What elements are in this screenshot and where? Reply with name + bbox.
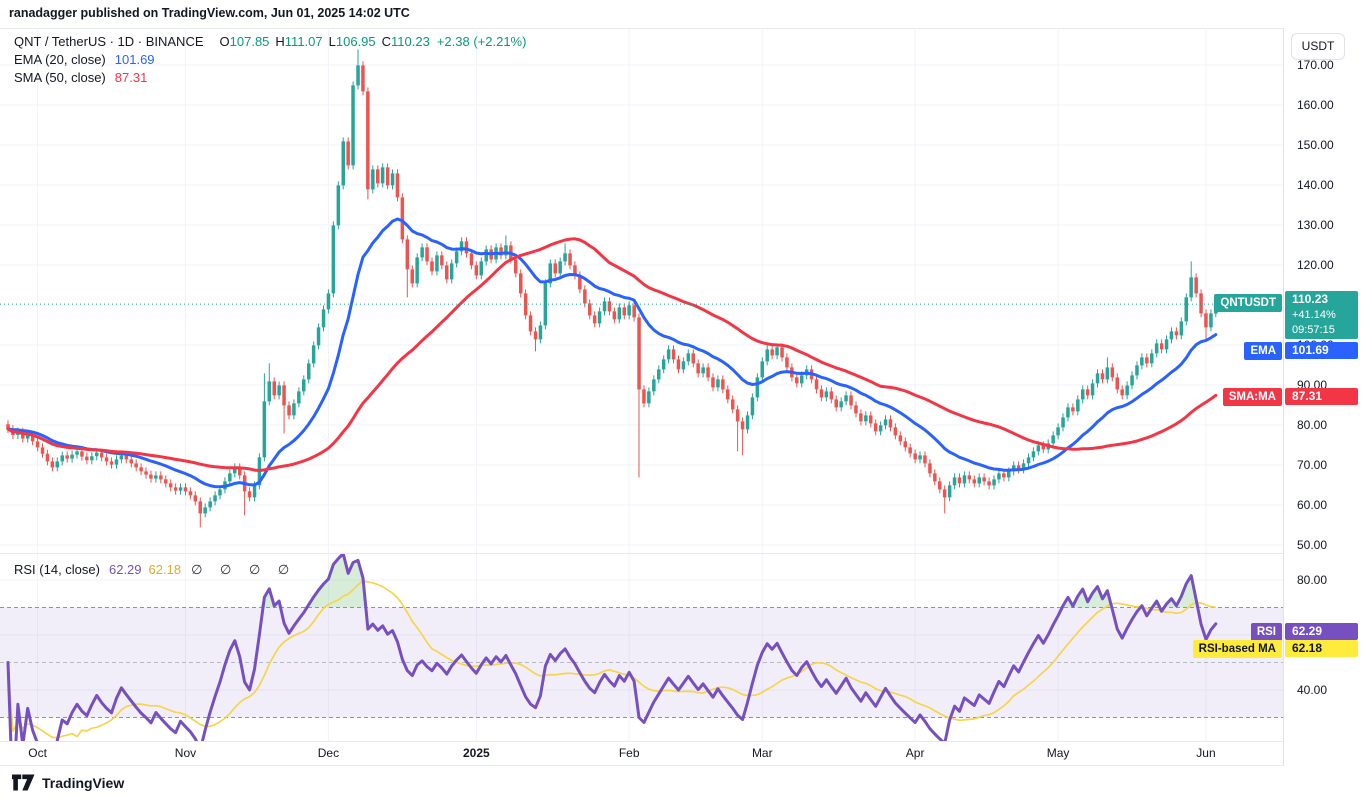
- time-axis-label: May: [1046, 746, 1070, 760]
- price-scale[interactable]: USDT 110.23 +41.14% 09:57:15 101.69 87.3…: [1283, 28, 1365, 766]
- high-value: 111.07: [284, 34, 323, 49]
- time-axis-label: Nov: [174, 746, 197, 760]
- ema-legend-label: EMA (20, close): [14, 52, 106, 67]
- close-label: C: [381, 34, 392, 49]
- symbol-title: QNT / TetherUS · 1D · BINANCE: [14, 34, 204, 49]
- time-axis-divider: [0, 741, 1365, 742]
- price-tick-label: 60.00: [1297, 498, 1328, 512]
- low-label: L: [328, 34, 336, 49]
- time-axis-label: Apr: [905, 746, 925, 760]
- attribution-text: ranadagger published on TradingView.com,…: [9, 6, 410, 20]
- tradingview-logo-text: TradingView: [42, 774, 125, 791]
- price-change-percent: +41.14%: [1292, 309, 1336, 321]
- time-axis-label: Jun: [1196, 746, 1216, 760]
- chart-legend[interactable]: QNT / TetherUS · 1D · BINANCE O107.85 H111…: [14, 33, 526, 87]
- rsi-empty-values: ∅ ∅ ∅ ∅: [191, 562, 297, 577]
- last-price: 110.23: [1292, 292, 1329, 306]
- price-tick-label: 120.00: [1297, 258, 1334, 272]
- price-tick-label: 170.00: [1297, 58, 1334, 72]
- price-tick-label: 130.00: [1297, 218, 1334, 232]
- time-axis-label: 2025: [462, 746, 490, 760]
- sma-legend-value: 87.31: [114, 70, 148, 85]
- change-value: +2.38 (+2.21%): [436, 34, 527, 49]
- footer-bar: TradingView: [0, 766, 1365, 801]
- price-tick-label: 80.00: [1297, 418, 1328, 432]
- time-axis-label: Mar: [751, 746, 773, 760]
- tradingview-logo[interactable]: TradingView: [12, 774, 124, 791]
- rsi-tick-label: 80.00: [1297, 573, 1328, 587]
- sma-legend-label: SMA (50, close): [14, 70, 106, 85]
- currency-unit-button[interactable]: USDT: [1291, 33, 1345, 60]
- rsi-ma-value-tag: RSI-based MA: [1192, 640, 1282, 658]
- price-tick-label: 150.00: [1297, 138, 1334, 152]
- time-axis-label: Dec: [317, 746, 340, 760]
- ema-axis-badge: 101.69: [1285, 342, 1358, 359]
- attribution-bar: ranadagger published on TradingView.com,…: [0, 0, 1365, 28]
- rsi-legend-row[interactable]: RSI (14, close) 62.29 62.18 ∅ ∅ ∅ ∅: [14, 561, 296, 578]
- ema-legend-row[interactable]: EMA (20, close) 101.69: [14, 51, 526, 68]
- footer-divider: [0, 765, 1365, 766]
- time-axis-label: Oct: [28, 746, 47, 760]
- rsi-ma-axis-badge: 62.18: [1285, 640, 1358, 657]
- price-tick-label: 70.00: [1297, 458, 1328, 472]
- price-pane[interactable]: [0, 28, 1283, 553]
- bar-countdown: 09:57:15: [1292, 324, 1335, 336]
- ema-legend-value: 101.69: [114, 52, 155, 67]
- rsi-legend-value: 62.29: [108, 562, 142, 577]
- rsi-value-tag: RSI: [1250, 623, 1282, 641]
- rsi-axis-badge: 62.29: [1285, 623, 1358, 640]
- open-value: 107.85: [229, 34, 270, 49]
- symbol-legend-row[interactable]: QNT / TetherUS · 1D · BINANCE O107.85 H111…: [14, 33, 526, 50]
- ema-price-tag: EMA: [1244, 342, 1282, 360]
- time-axis-label: Feb: [618, 746, 640, 760]
- pane-divider[interactable]: [0, 553, 1365, 554]
- tradingview-logo-icon: [12, 774, 35, 791]
- high-label: H: [275, 34, 285, 49]
- symbol-axis-badge: 110.23 +41.14% 09:57:15: [1285, 291, 1358, 339]
- rsi-ma-legend-value: 62.18: [148, 562, 182, 577]
- time-scale[interactable]: Oct Nov Dec 2025 Feb Mar Apr May Jun: [0, 742, 1283, 765]
- low-value: 106.95: [335, 34, 376, 49]
- rsi-legend-label: RSI (14, close): [14, 562, 100, 577]
- price-tick-label: 140.00: [1297, 178, 1334, 192]
- sma-price-tag: SMA:MA: [1222, 388, 1282, 406]
- price-tick-label: 50.00: [1297, 538, 1328, 552]
- rsi-pane[interactable]: [0, 554, 1283, 741]
- symbol-price-tag: QNTUSDT: [1214, 294, 1282, 312]
- rsi-legend[interactable]: RSI (14, close) 62.29 62.18 ∅ ∅ ∅ ∅: [14, 561, 296, 579]
- close-value: 110.23: [391, 34, 430, 49]
- divider: [0, 28, 1365, 29]
- sma-axis-badge: 87.31: [1285, 388, 1358, 405]
- rsi-tick-label: 40.00: [1297, 683, 1328, 697]
- sma-legend-row[interactable]: SMA (50, close) 87.31: [14, 69, 526, 86]
- open-label: O: [219, 34, 230, 49]
- price-tick-label: 160.00: [1297, 98, 1334, 112]
